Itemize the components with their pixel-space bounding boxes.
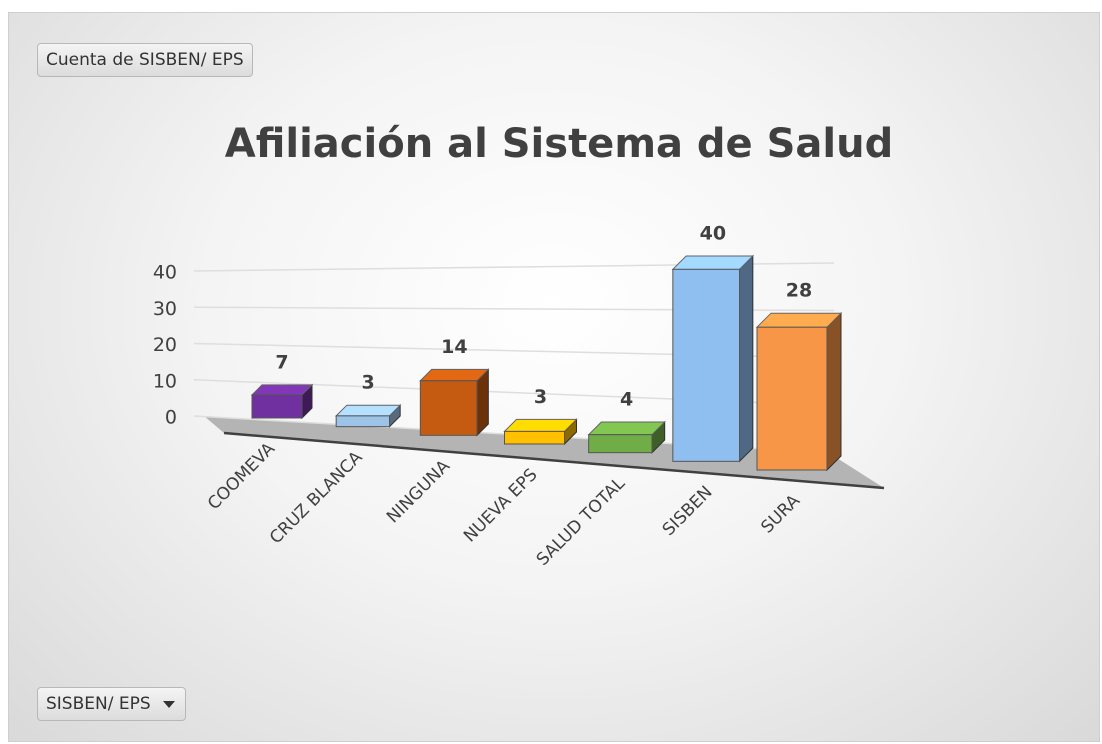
chart-area: Afiliación al Sistema de Salud 0 10 20 30 40 7… — [8, 12, 1100, 742]
chart: Afiliación al Sistema de Salud 0 10 20 30 40 7… — [153, 121, 893, 570]
bar-top — [671, 255, 755, 270]
bar — [756, 326, 828, 471]
y-tick-label: 0 — [165, 407, 177, 429]
x-tick-label: SALUD TOTAL — [533, 473, 630, 570]
dropdown-arrow — [162, 701, 175, 708]
data-label: 3 — [534, 386, 547, 408]
y-tick-label: 40 — [153, 262, 177, 284]
x-tick-label: SURA — [757, 491, 804, 538]
bar-top — [587, 421, 666, 436]
axis-field-label: SISBEN/ EPS — [46, 694, 151, 714]
x-tick-label: NUEVA EPS — [460, 465, 542, 547]
floor-edge — [223, 431, 885, 490]
x-tick-label: COOMEVA — [204, 439, 279, 514]
bar-top — [250, 384, 314, 396]
bar-side — [826, 311, 842, 472]
x-tick-label: CRUZ BLANCA — [266, 447, 367, 548]
y-tick-label: 10 — [153, 370, 177, 392]
value-field-button[interactable]: Cuenta de SISBEN/ EPS — [37, 43, 253, 77]
bar — [335, 415, 390, 428]
chart-title: Afiliación al Sistema de Salud — [225, 121, 893, 167]
floor — [204, 416, 884, 488]
bar-top — [503, 418, 578, 432]
data-label: 4 — [620, 389, 633, 411]
data-label: 14 — [441, 336, 467, 358]
y-tick-label: 20 — [153, 334, 177, 356]
data-label: 40 — [700, 223, 726, 245]
bar-top — [755, 312, 843, 328]
bar — [251, 394, 303, 419]
x-tick-label: NINGUNA — [383, 456, 454, 527]
x-tick-label: SISBEN — [659, 482, 717, 540]
bar-top — [419, 368, 490, 382]
bar-top — [334, 404, 402, 417]
y-tick-label: 30 — [153, 298, 177, 320]
bar — [672, 268, 740, 462]
data-label: 28 — [786, 280, 812, 302]
bar-side — [739, 254, 754, 463]
bar — [419, 380, 478, 436]
bar — [588, 434, 653, 454]
data-label: 7 — [275, 351, 288, 373]
axis-field-button[interactable]: SISBEN/ EPS — [37, 687, 186, 721]
data-label: 3 — [362, 372, 375, 394]
bar — [504, 430, 565, 445]
